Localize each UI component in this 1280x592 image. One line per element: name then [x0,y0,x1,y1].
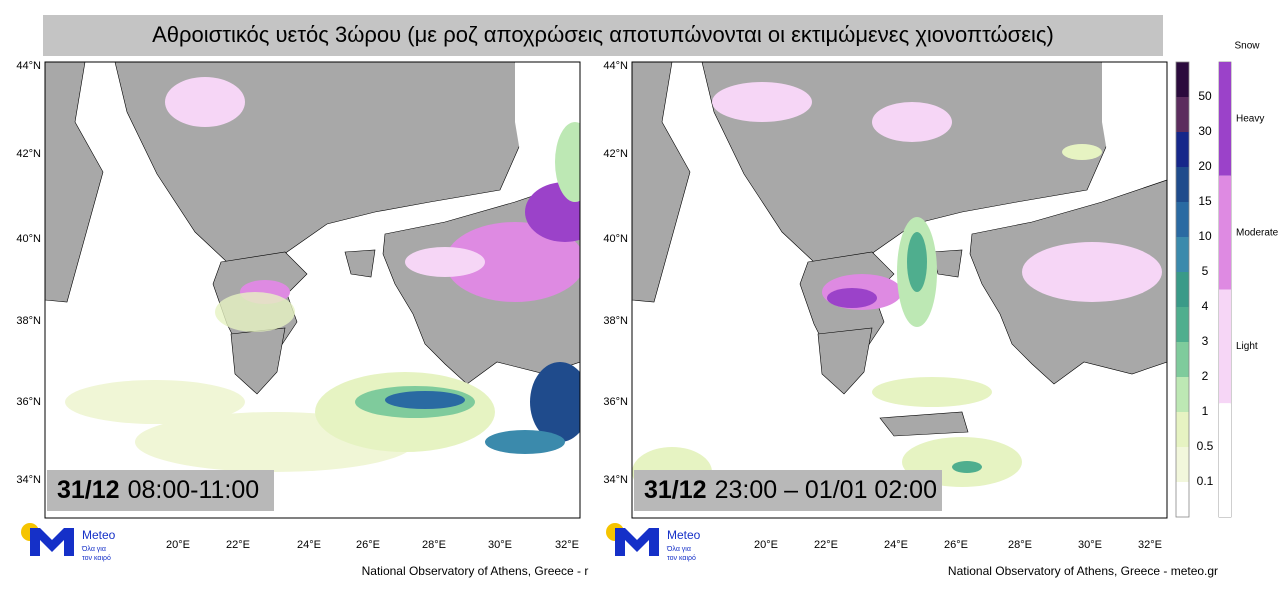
lat-label: 34°N [603,474,628,486]
lon-label: 24°E [297,539,321,551]
map-left [44,61,581,519]
snow-segment [1219,403,1231,517]
colorbar-segment [1176,97,1189,132]
snow-label: Light [1236,341,1258,352]
lon-label: 32°E [555,539,579,551]
lon-label: 28°E [1008,539,1032,551]
snow-segment [1219,289,1231,404]
colorbar-segment [1176,167,1189,202]
colorbar-label: 30 [1198,124,1212,138]
lon-label: 30°E [1078,539,1102,551]
time-date: 31/12 [57,476,120,504]
lon-label: 24°E [884,539,908,551]
colorbar-label: 4 [1202,299,1209,313]
colorbar-segment [1176,202,1189,237]
logo-name: Meteo [667,528,701,542]
lon-label: 22°E [226,539,250,551]
colorbar-segment [1176,62,1189,97]
logo-left [21,523,74,556]
footer: National Observatory of Athens, Greece -… [948,564,1218,578]
time-date: 31/12 [644,476,707,504]
colorbar-segment [1176,377,1189,412]
lat-label: 36°N [603,396,628,408]
lat-label: 40°N [16,233,41,245]
title-bar [43,15,1163,56]
footer: National Observatory of Athens, Greece -… [362,564,589,578]
logo-tagline: Όλα για [666,546,691,553]
title: Αθροιστικός υετός 3ώρου (με ροζ αποχρώσε… [152,22,1054,47]
colorbar-segment [1176,342,1189,377]
lon-label: 20°E [166,539,190,551]
lat-label: 44°N [603,60,628,72]
time-label: 31/12 23:00 – 01/01 02:00 [644,476,937,504]
logo-name: Meteo [82,528,116,542]
lat-label: 38°N [603,315,628,327]
lon-label: 32°E [1138,539,1162,551]
time-label: 31/12 08:00-11:00 [57,476,259,504]
colorbar-segment [1176,307,1189,342]
snow-label: Moderate [1236,227,1279,238]
lon-label: 20°E [754,539,778,551]
lat-label: 42°N [603,148,628,160]
snow-segment [1219,175,1231,290]
snow-label: Heavy [1236,114,1264,125]
lon-label: 26°E [944,539,968,551]
lon-label: 22°E [814,539,838,551]
colorbar-label: 0.5 [1197,439,1214,453]
map-right [631,61,1168,519]
lon-label: 26°E [356,539,380,551]
logo-tagline: τον καιρό [82,554,111,562]
logo-tagline: τον καιρό [667,554,696,562]
colorbar-label: 5 [1202,264,1209,278]
snow-segment [1219,62,1231,176]
colorbar-frame [1175,61,1190,518]
colorbar-label: 50 [1198,89,1212,103]
colorbar-label: 10 [1198,229,1212,243]
colorbar-label: 2 [1202,369,1209,383]
colorbar-label: 20 [1198,159,1212,173]
lat-label: 38°N [16,315,41,327]
lat-label: 44°N [16,60,41,72]
colorbar-segment [1176,237,1189,272]
colorbar-label: 3 [1202,334,1209,348]
logo-tagline: Όλα για [81,546,106,553]
lat-label: 34°N [16,474,41,486]
colorbar-segment [1176,447,1189,482]
snow-title: Snow [1234,41,1260,52]
colorbar-label: 1 [1202,404,1209,418]
lon-label: 28°E [422,539,446,551]
colorbar-segment [1176,412,1189,447]
time-range: 23:00 – 01/01 02:00 [715,476,937,504]
lat-label: 40°N [603,233,628,245]
colorbar-segment [1176,132,1189,167]
colorbar-segment [1176,482,1189,517]
colorbar-label: 0.1 [1197,474,1214,488]
lat-label: 42°N [16,148,41,160]
lon-label: 30°E [488,539,512,551]
colorbar-segment [1176,272,1189,307]
time-range: 08:00-11:00 [128,476,260,504]
lat-label: 36°N [16,396,41,408]
logo-right [606,523,659,556]
colorbar-label: 15 [1198,194,1212,208]
